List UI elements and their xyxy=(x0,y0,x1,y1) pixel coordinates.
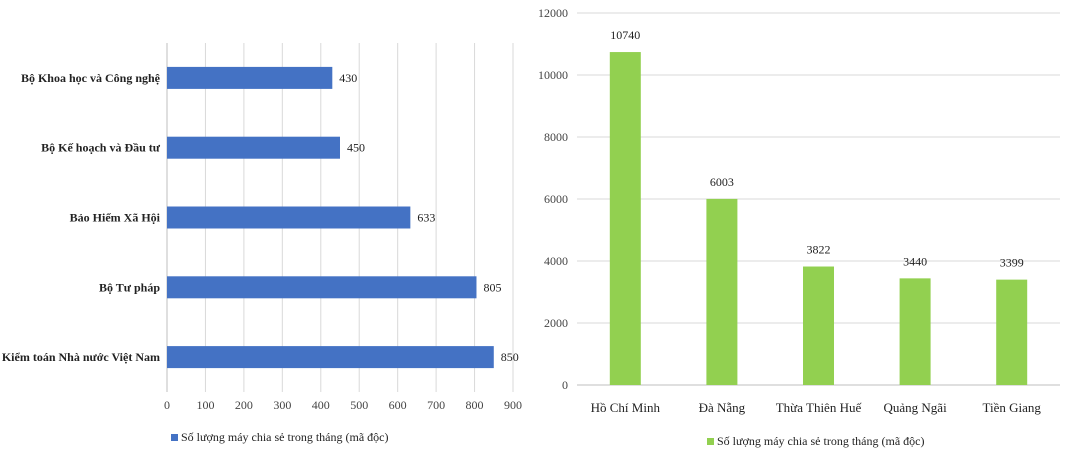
right-category-labels: Hồ Chí Minh Đà Nẵng Thừa Thiên Huế Quảng Ng… xyxy=(591,400,1042,415)
left-legend: Số lượng máy chia sẻ trong tháng (mã độc… xyxy=(171,430,388,444)
right-category-label: Quảng Ngãi xyxy=(884,400,948,415)
left-category-label: Bộ Kế hoạch và Đầu tư xyxy=(41,141,161,155)
right-legend-swatch xyxy=(707,438,714,445)
left-bar xyxy=(167,66,333,89)
right-y-tick-label: 10000 xyxy=(538,68,568,82)
right-legend-label: Số lượng máy chia sẻ trong tháng (mã độc… xyxy=(717,434,924,448)
right-y-tick-label: 12000 xyxy=(538,6,568,20)
right-y-tick-label: 0 xyxy=(562,378,568,392)
left-bar xyxy=(167,136,340,159)
right-data-labels: 10740 6003 3822 3440 3399 xyxy=(610,28,1023,270)
left-x-tick-label: 500 xyxy=(350,398,368,412)
left-x-tick-label: 300 xyxy=(273,398,291,412)
left-bars xyxy=(167,66,494,369)
left-data-label: 850 xyxy=(501,350,519,364)
right-bar xyxy=(706,198,738,385)
left-category-labels: Bộ Khoa học và Công nghệ Bộ Kế hoạch và Đ… xyxy=(2,71,161,364)
left-category-label: Bộ Khoa học và Công nghệ xyxy=(21,71,161,85)
left-x-tick-label: 600 xyxy=(389,398,407,412)
left-bar xyxy=(167,346,494,369)
right-category-label: Đà Nẵng xyxy=(699,400,746,415)
left-bar xyxy=(167,276,477,299)
right-bar xyxy=(899,278,931,385)
left-data-label: 805 xyxy=(483,280,501,294)
left-x-tick-label: 900 xyxy=(504,398,522,412)
right-bar xyxy=(803,266,834,385)
left-x-tick-label: 700 xyxy=(427,398,445,412)
right-bars xyxy=(609,52,1028,386)
right-category-label: Thừa Thiên Huế xyxy=(776,400,863,415)
left-legend-label: Số lượng máy chia sẻ trong tháng (mã độc… xyxy=(181,430,388,444)
right-bar xyxy=(609,52,641,386)
right-category-label: Hồ Chí Minh xyxy=(591,400,661,415)
right-data-label: 3822 xyxy=(807,243,831,257)
left-x-tick-label: 200 xyxy=(235,398,253,412)
left-x-tick-labels: 0 100 200 300 400 500 600 700 800 900 xyxy=(164,398,522,412)
right-legend: Số lượng máy chia sẻ trong tháng (mã độc… xyxy=(707,434,924,448)
left-x-tick-label: 400 xyxy=(312,398,330,412)
left-category-label: Bảo Hiểm Xã Hội xyxy=(70,211,161,225)
right-data-label: 6003 xyxy=(710,175,734,189)
right-y-tick-label: 8000 xyxy=(544,130,568,144)
left-category-label: Bộ Tư pháp xyxy=(99,280,160,294)
right-y-tick-label: 2000 xyxy=(544,316,568,330)
left-x-tick-label: 800 xyxy=(466,398,484,412)
right-gridlines xyxy=(577,12,1060,386)
right-y-tick-label: 6000 xyxy=(544,192,568,206)
left-x-tick-label: 0 xyxy=(164,398,170,412)
right-y-tick-label: 4000 xyxy=(544,254,568,268)
left-bar-chart: Bộ Khoa học và Công nghệ Bộ Kế hoạch và Đ… xyxy=(2,43,522,444)
left-bar xyxy=(167,206,411,229)
right-y-tick-labels: 0 2000 4000 6000 8000 10000 12000 xyxy=(538,6,568,392)
right-data-label: 3399 xyxy=(1000,256,1024,270)
left-data-label: 633 xyxy=(417,211,435,225)
left-data-label: 430 xyxy=(339,71,357,85)
left-x-tick-label: 100 xyxy=(196,398,214,412)
right-data-label: 10740 xyxy=(610,28,640,42)
right-data-label: 3440 xyxy=(903,254,927,268)
left-legend-swatch xyxy=(171,434,178,441)
right-bar-chart: 10740 6003 3822 3440 3399 0 2000 4000 6000 8000 1… xyxy=(538,6,1060,448)
left-category-label: Kiểm toán Nhà nước Việt Nam xyxy=(2,350,160,364)
left-data-labels: 430 450 633 805 850 xyxy=(339,71,518,364)
right-category-label: Tiền Giang xyxy=(983,400,1042,415)
left-data-label: 450 xyxy=(347,141,365,155)
right-bar xyxy=(996,279,1028,385)
